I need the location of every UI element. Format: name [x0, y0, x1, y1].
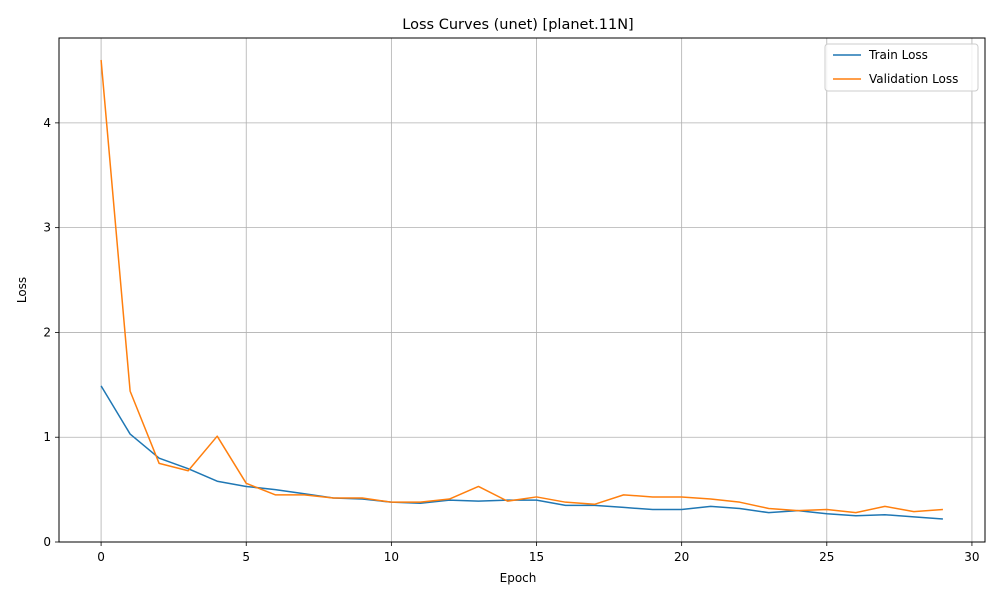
- y-tick-label: 0: [43, 535, 51, 549]
- x-tick-label: 25: [819, 550, 834, 564]
- chart-title: Loss Curves (unet) [planet.11N]: [402, 17, 633, 33]
- y-tick-label: 2: [43, 325, 51, 339]
- x-tick-label: 0: [97, 550, 105, 564]
- legend-train-loss-label: Train Loss: [868, 48, 928, 62]
- y-tick-label: 4: [43, 116, 51, 130]
- legend-validation-loss-label: Validation Loss: [869, 72, 958, 86]
- x-tick-label: 5: [242, 550, 250, 564]
- x-tick-label: 15: [529, 550, 544, 564]
- y-axis-ticks: 0 1 2 3 4: [43, 116, 59, 549]
- y-tick-label: 1: [43, 430, 51, 444]
- x-axis-ticks: 0 5 10 15 20 25 30: [97, 542, 980, 564]
- legend: Train Loss Validation Loss: [824, 43, 979, 92]
- x-tick-label: 20: [674, 550, 689, 564]
- y-axis-label: Loss: [15, 277, 29, 303]
- x-tick-label: 10: [384, 550, 399, 564]
- series-line-validation-loss: [100, 59, 943, 514]
- x-tick-label: 30: [964, 550, 979, 564]
- legend-box: [824, 43, 979, 92]
- x-axis-label: Epoch: [500, 571, 537, 585]
- y-tick-label: 3: [43, 221, 51, 235]
- plot-frame: [58, 37, 986, 543]
- series-lines: [100, 59, 943, 520]
